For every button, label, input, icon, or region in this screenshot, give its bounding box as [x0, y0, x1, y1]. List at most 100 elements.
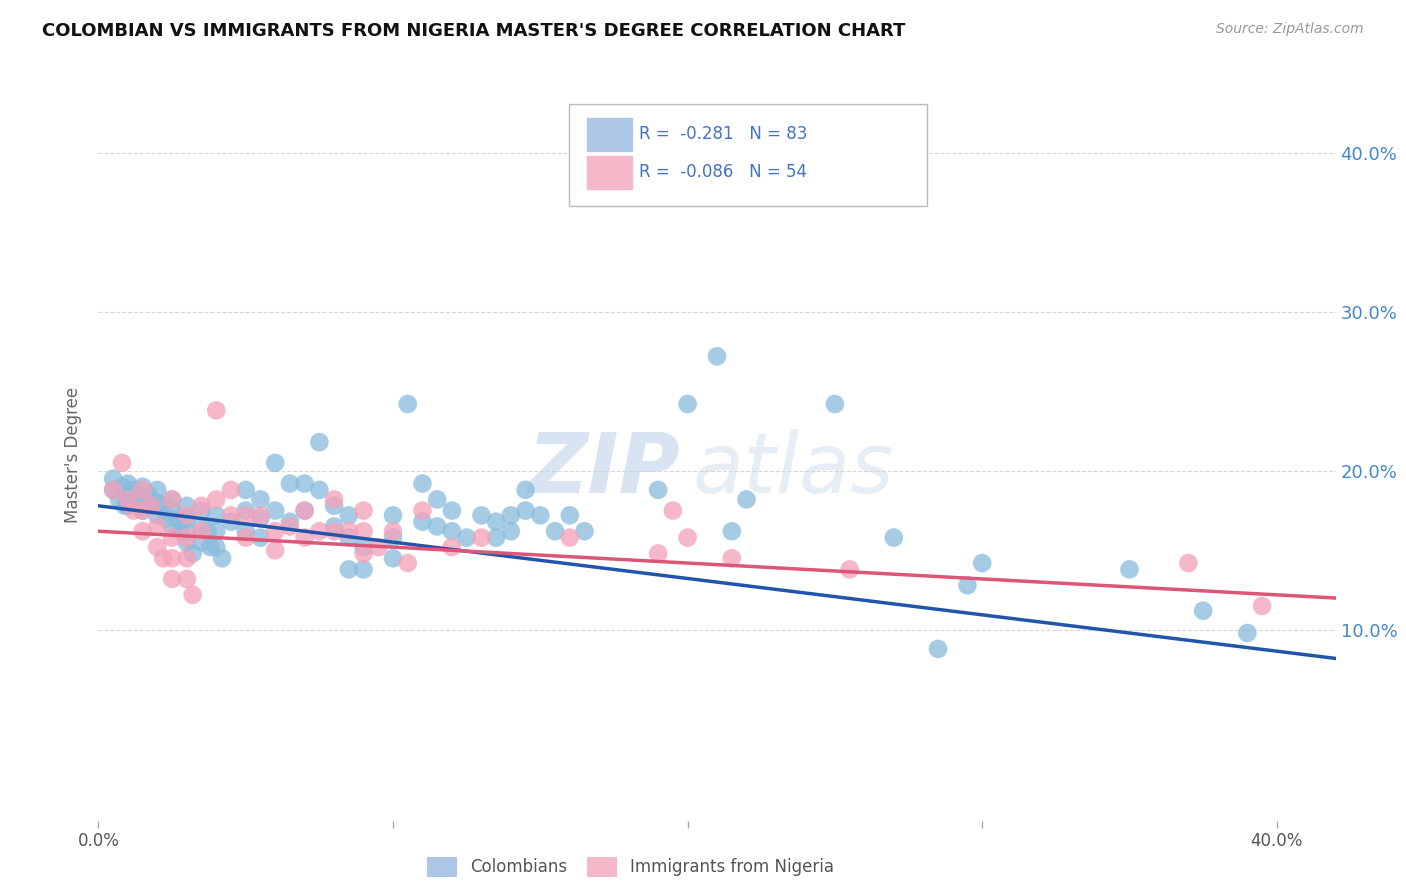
Point — [235, 531, 257, 545]
Point — [323, 492, 346, 507]
Point — [117, 476, 139, 491]
Point — [735, 492, 758, 507]
Point — [176, 524, 198, 539]
Point — [131, 524, 153, 539]
Point — [122, 503, 145, 517]
Point — [122, 483, 145, 497]
Point — [558, 508, 581, 523]
Point — [264, 543, 287, 558]
Point — [235, 524, 257, 539]
Point — [235, 483, 257, 497]
Point — [499, 524, 522, 539]
Point — [146, 540, 169, 554]
Point — [125, 492, 148, 507]
Point — [1118, 562, 1140, 576]
Point — [353, 524, 375, 539]
Point — [190, 499, 212, 513]
Point — [411, 515, 433, 529]
Point — [720, 551, 742, 566]
Point — [176, 499, 198, 513]
Point — [111, 456, 134, 470]
Point — [396, 397, 419, 411]
Point — [411, 476, 433, 491]
Point — [249, 531, 271, 545]
Point — [470, 508, 492, 523]
Point — [720, 524, 742, 539]
Point — [676, 531, 699, 545]
Point — [141, 499, 163, 513]
Point — [337, 562, 360, 576]
Point — [101, 483, 124, 497]
Point — [249, 511, 271, 525]
Text: ZIP: ZIP — [527, 429, 681, 510]
Point — [278, 519, 301, 533]
Point — [647, 547, 669, 561]
Point — [1192, 604, 1215, 618]
Point — [155, 511, 177, 525]
Point — [190, 519, 212, 533]
Point — [131, 503, 153, 517]
Point — [440, 503, 463, 517]
Point — [176, 508, 198, 523]
Point — [662, 503, 685, 517]
Text: atlas: atlas — [692, 429, 894, 510]
Point — [205, 492, 228, 507]
Point — [167, 511, 190, 525]
Point — [219, 483, 242, 497]
Point — [235, 503, 257, 517]
Point — [278, 515, 301, 529]
Point — [205, 508, 228, 523]
Point — [308, 524, 330, 539]
Point — [647, 483, 669, 497]
Point — [353, 503, 375, 517]
Point — [190, 535, 212, 549]
Point — [114, 499, 136, 513]
Text: COLOMBIAN VS IMMIGRANTS FROM NIGERIA MASTER'S DEGREE CORRELATION CHART: COLOMBIAN VS IMMIGRANTS FROM NIGERIA MAS… — [42, 22, 905, 40]
Point — [146, 495, 169, 509]
Point — [396, 556, 419, 570]
Point — [176, 535, 198, 549]
Point — [353, 547, 375, 561]
Point — [411, 503, 433, 517]
Point — [219, 515, 242, 529]
Point — [353, 562, 375, 576]
Point — [181, 547, 204, 561]
Point — [558, 531, 581, 545]
Point — [294, 503, 316, 517]
Point — [160, 551, 183, 566]
Point — [499, 508, 522, 523]
Point — [1177, 556, 1199, 570]
Point — [883, 531, 905, 545]
Point — [323, 519, 346, 533]
Point — [294, 503, 316, 517]
FancyBboxPatch shape — [588, 118, 631, 152]
Point — [197, 524, 219, 539]
FancyBboxPatch shape — [568, 103, 928, 206]
Point — [176, 551, 198, 566]
Point — [235, 508, 257, 523]
Point — [108, 492, 131, 507]
Legend: Colombians, Immigrants from Nigeria: Colombians, Immigrants from Nigeria — [418, 848, 842, 886]
Point — [138, 488, 160, 502]
Point — [426, 519, 449, 533]
Point — [176, 511, 198, 525]
Point — [146, 508, 169, 523]
Point — [337, 508, 360, 523]
Point — [426, 492, 449, 507]
Point — [190, 503, 212, 517]
Point — [219, 508, 242, 523]
Point — [264, 456, 287, 470]
Point — [353, 540, 375, 554]
Point — [485, 515, 508, 529]
Point — [152, 499, 174, 513]
Point — [294, 531, 316, 545]
Point — [205, 403, 228, 417]
Point — [323, 524, 346, 539]
Point — [927, 641, 949, 656]
Point — [485, 531, 508, 545]
Point — [456, 531, 478, 545]
Point — [249, 508, 271, 523]
Point — [205, 540, 228, 554]
Point — [176, 531, 198, 545]
Point — [382, 551, 405, 566]
